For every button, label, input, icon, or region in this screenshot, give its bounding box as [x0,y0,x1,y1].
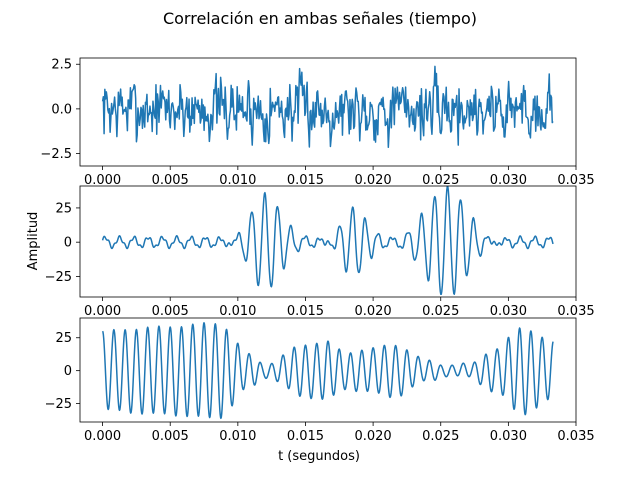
subplot-bottom: 0.000 0.005 0.010 0.015 0.020 0.025 0.030 0.035… [45,317,595,444]
axes-frame [79,57,577,167]
y-tick-label: −25 [45,270,72,285]
x-tick-label: 0.035 [557,304,594,319]
x-axis-label: t (segundos) [278,449,360,464]
x-tick-label: 0.035 [557,429,594,444]
x-tick-label: 0.005 [152,429,189,444]
y-tick-label: 0 [64,364,72,379]
y-tick-label: 0 [64,236,72,251]
x-tick-label: 0.005 [152,304,189,319]
x-tick-label: 0.020 [354,304,391,319]
x-tick-label: 0.030 [490,429,527,444]
x-tick-label: 0.000 [84,304,121,319]
x-tick-label: 0.030 [490,173,527,188]
series-line [101,322,554,420]
x-tick-label: 0.010 [219,304,256,319]
series-line [101,186,554,296]
x-tick-label: 0.000 [84,429,121,444]
y-tick-label: 0.0 [51,102,72,117]
y-tick-label: −2.5 [40,147,72,162]
x-tick-label: 0.020 [354,173,391,188]
x-tick-label: 0.005 [152,173,189,188]
x-tick-label: 0.010 [219,173,256,188]
axes-frame [79,185,577,298]
figure-title: Correlación en ambas señales (tiempo) [163,9,477,28]
subplot-top: 0.000 0.005 0.010 0.015 0.020 0.025 0.030 0.035… [40,57,595,188]
x-tick-label: 0.010 [219,429,256,444]
x-tick-label: 0.015 [287,429,324,444]
x-tick-label: 0.020 [354,429,391,444]
y-axis-label: Amplitud [26,212,41,271]
x-tick-label: 0.035 [557,173,594,188]
x-tick-label: 0.000 [84,173,121,188]
series-line [101,65,554,149]
subplot-middle: 0.000 0.005 0.010 0.015 0.020 0.025 0.030 0.035… [45,185,595,319]
y-tick-label: 25 [55,201,72,216]
axes-frame [79,317,577,423]
x-tick-label: 0.030 [490,304,527,319]
x-tick-label: 0.015 [287,173,324,188]
y-tick-label: 2.5 [51,58,72,73]
x-tick-label: 0.025 [422,429,459,444]
x-tick-label: 0.015 [287,304,324,319]
y-tick-label: −25 [45,397,72,412]
y-tick-label: 25 [55,331,72,346]
x-tick-label: 0.025 [422,173,459,188]
x-tick-label: 0.025 [422,304,459,319]
